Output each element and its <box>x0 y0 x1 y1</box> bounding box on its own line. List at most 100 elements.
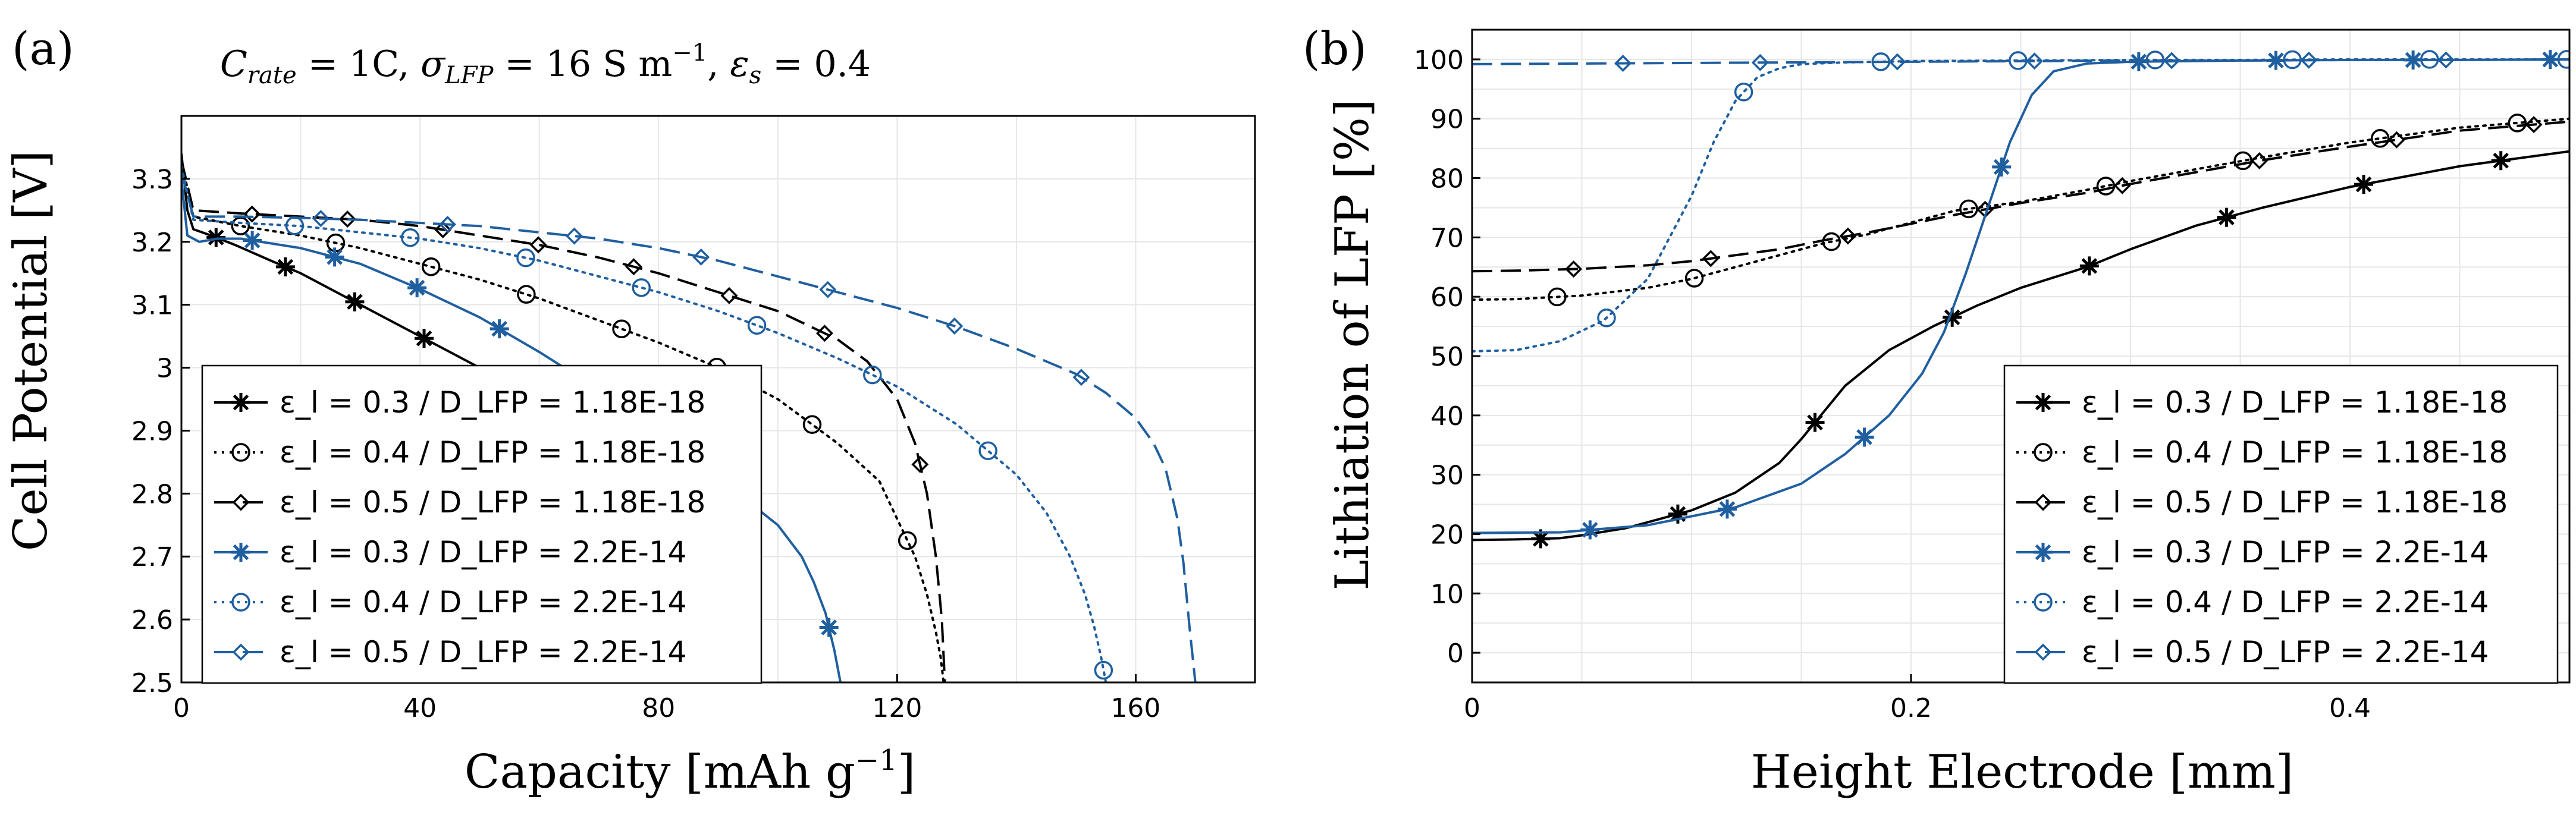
series-marker-1 <box>275 257 295 276</box>
series-marker-4 <box>1580 520 1600 540</box>
y-tick-label: 2.7 <box>131 542 173 572</box>
y-tick-label: 10 <box>1430 579 1464 609</box>
legend-entry-3: ε_l = 0.5 / D_LFP = 1.18E-18 <box>280 485 705 520</box>
y-tick-label: 3 <box>156 354 173 384</box>
y-tick-label: 3.1 <box>131 291 173 321</box>
x-tick-label: 160 <box>1110 693 1160 723</box>
legend-swatch-marker <box>231 543 250 562</box>
panel-a-chart: (a) Crate = 1C, σLFP = 16 S m−1, εs = 0.… <box>4 22 1256 799</box>
legend-entry-2: ε_l = 0.4 / D_LFP = 1.18E-18 <box>280 435 705 470</box>
series-marker-2 <box>2508 114 2527 133</box>
panel-b-legend: ε_l = 0.3 / D_LFP = 1.18E-18 ε_l = 0.4 / … <box>2003 364 2559 684</box>
series-marker-6 <box>1751 54 1769 71</box>
series-marker-4 <box>819 618 839 637</box>
legend-entry-5: ε_l = 0.4 / D_LFP = 2.2E-14 <box>2082 585 2489 619</box>
x-tick-label: 120 <box>872 693 922 723</box>
y-tick-label: 3.3 <box>131 165 173 195</box>
series-marker-6 <box>2026 52 2044 70</box>
legend-entry-6: ε_l = 0.5 / D_LFP = 2.2E-14 <box>2082 635 2489 669</box>
series-marker-3 <box>2113 177 2131 194</box>
series-marker-6 <box>946 317 964 335</box>
series-marker-1 <box>415 329 434 348</box>
x-tick-label: 0.2 <box>1890 693 1932 723</box>
x-tick-label: 80 <box>642 693 675 723</box>
x-tick-label: 0.4 <box>2329 693 2371 723</box>
series-line-6 <box>1472 58 2569 65</box>
legend-swatch-marker <box>231 443 250 462</box>
series-marker-1 <box>1943 307 1962 327</box>
series-marker-2 <box>517 285 536 304</box>
legend-entry-5: ε_l = 0.4 / D_LFP = 2.2E-14 <box>280 585 686 619</box>
panel-a-title: Crate = 1C, σLFP = 16 S m−1, εs = 0.4 <box>220 39 871 89</box>
y-tick-label: 100 <box>1414 45 1464 75</box>
series-marker-2 <box>612 319 631 338</box>
series-marker-4 <box>1992 157 2012 177</box>
panel-a-legend: ε_l = 0.3 / D_LFP = 1.18E-18 ε_l = 0.4 / … <box>201 364 763 684</box>
y-tick-label: 60 <box>1430 282 1464 313</box>
legend-swatch-marker <box>232 643 250 661</box>
series-line-3 <box>1472 120 2569 273</box>
legend-swatch-marker <box>2034 543 2053 562</box>
series-marker-1 <box>2354 175 2374 194</box>
series-marker-1 <box>2491 151 2511 171</box>
series-marker-3 <box>1702 250 1720 268</box>
x-tick-label: 0 <box>1464 693 1480 723</box>
x-tick-label: 0 <box>173 693 190 723</box>
series-marker-6 <box>566 227 583 245</box>
legend-entry-6: ε_l = 0.5 / D_LFP = 2.2E-14 <box>280 635 686 669</box>
y-tick-label: 3.2 <box>131 228 173 258</box>
series-marker-3 <box>529 236 547 254</box>
y-tick-label: 90 <box>1430 105 1464 135</box>
series-marker-1 <box>2217 207 2236 227</box>
series-marker-3 <box>815 325 833 342</box>
y-tick-label: 20 <box>1430 520 1464 550</box>
series-marker-6 <box>1072 369 1090 386</box>
legend-entry-1: ε_l = 0.3 / D_LFP = 1.18E-18 <box>2082 385 2508 420</box>
series-marker-2 <box>898 531 917 550</box>
series-marker-6 <box>1614 55 1632 72</box>
series-marker-4 <box>490 319 509 339</box>
legend-swatch-marker <box>2034 393 2053 412</box>
series-marker-2 <box>421 257 441 276</box>
y-tick-label: 40 <box>1430 401 1464 432</box>
panel-a-x-axis-label: Capacity [mAh g−1] <box>465 744 915 799</box>
series-marker-2 <box>2370 129 2390 148</box>
series-line-5 <box>1472 58 2569 353</box>
panel-b-ticks: 0 0.2 0.4 0 10 20 30 40 50 60 70 80 90 100 <box>1414 45 2371 723</box>
series-marker-6 <box>2437 51 2455 69</box>
panel-b-x-axis-label: Height Electrode [mm] <box>1751 745 2293 799</box>
series-marker-5 <box>747 316 767 335</box>
legend-swatch-marker <box>2034 593 2053 612</box>
series-marker-3 <box>434 221 452 238</box>
series-marker-5 <box>1597 308 1616 328</box>
series-marker-4 <box>325 247 344 267</box>
series-marker-3 <box>911 455 929 473</box>
y-tick-label: 0 <box>1447 638 1464 669</box>
y-tick-label: 2.8 <box>131 479 173 509</box>
legend-swatch-marker <box>231 393 250 412</box>
legend-swatch-marker <box>2034 643 2052 661</box>
x-tick-label: 40 <box>403 693 437 723</box>
series-marker-6 <box>1888 53 1906 71</box>
series-marker-3 <box>2525 116 2543 134</box>
series-line-5 <box>181 165 1107 682</box>
series-marker-5 <box>400 228 420 247</box>
legend-swatch-marker <box>2034 443 2053 462</box>
series-marker-2 <box>802 415 822 434</box>
panel-a-label: (a) <box>12 22 74 75</box>
series-marker-6 <box>2300 51 2318 69</box>
series-marker-3 <box>2251 152 2268 169</box>
legend-swatch-marker <box>232 493 250 511</box>
series-marker-6 <box>2163 52 2180 70</box>
series-marker-6 <box>692 248 710 266</box>
panel-b-chart: (b) 0 0.2 0.4 0 10 20 30 40 50 60 70 80 90 100 Height… <box>1303 22 2571 799</box>
y-tick-label: 80 <box>1430 164 1464 194</box>
series-marker-2 <box>1822 232 1841 251</box>
series-marker-3 <box>1839 227 1857 245</box>
legend-entry-3: ε_l = 0.5 / D_LFP = 1.18E-18 <box>2082 485 2508 520</box>
series-marker-3 <box>1565 260 1583 278</box>
y-tick-label: 50 <box>1430 342 1464 372</box>
series-marker-1 <box>1531 529 1551 549</box>
y-tick-label: 2.5 <box>131 668 173 698</box>
